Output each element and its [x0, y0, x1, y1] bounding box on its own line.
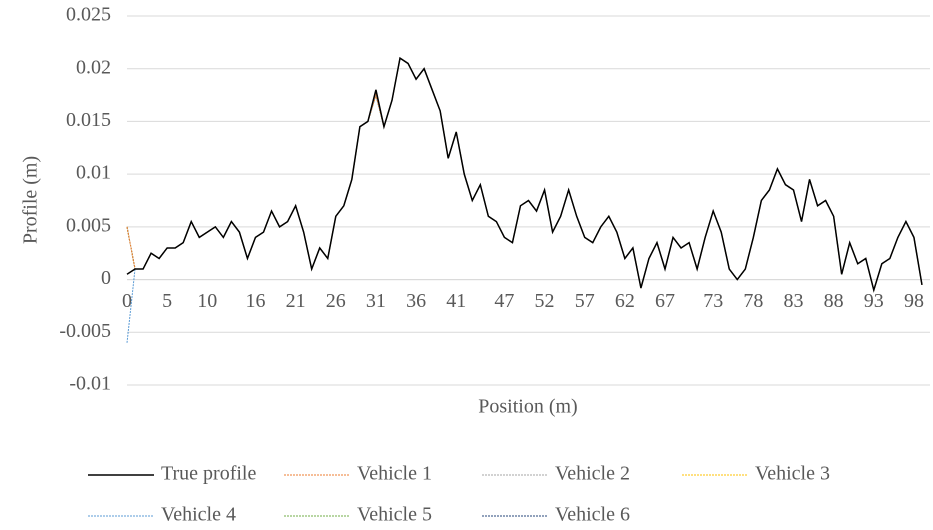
- x-tick-label: 98: [904, 290, 924, 312]
- x-tick-label: 26: [326, 290, 346, 312]
- legend-label: Vehicle 1: [357, 463, 432, 485]
- x-tick-label: 57: [575, 290, 595, 312]
- x-tick-label: 41: [446, 290, 466, 312]
- x-axis-title: Position (m): [478, 396, 577, 418]
- x-tick-label: 5: [162, 290, 172, 312]
- y-tick-label: 0.005: [66, 214, 111, 236]
- x-tick-label: 67: [655, 290, 675, 312]
- line-series: [126, 56, 923, 293]
- y-axis-title: Profile (m): [20, 156, 42, 244]
- legend-label: Vehicle 4: [161, 504, 236, 526]
- x-tick-label: 52: [535, 290, 555, 312]
- y-tick-label: 0.01: [76, 162, 111, 184]
- x-tick-label: 93: [864, 290, 884, 312]
- x-tick-label: 31: [366, 290, 386, 312]
- x-tick-label: 62: [615, 290, 635, 312]
- x-tick-label: 83: [783, 290, 803, 312]
- x-tick-label: 88: [824, 290, 844, 312]
- x-tick-label: 47: [494, 290, 514, 312]
- x-tick-label: 73: [703, 290, 723, 312]
- x-tick-label: 0: [122, 290, 132, 312]
- y-tick-label: 0: [101, 267, 111, 289]
- legend-label: Vehicle 6: [555, 504, 630, 526]
- legend-label: Vehicle 2: [555, 463, 630, 485]
- legend-label: Vehicle 3: [755, 463, 830, 485]
- x-tick-label: 21: [286, 290, 306, 312]
- y-tick-label: -0.005: [59, 320, 111, 342]
- x-tick-label: 36: [406, 290, 426, 312]
- y-tick-label: -0.01: [69, 373, 111, 395]
- x-tick-label: 16: [245, 290, 265, 312]
- legend-label: Vehicle 5: [357, 504, 432, 526]
- y-tick-label: 0.025: [66, 4, 111, 26]
- y-tick-label: 0.015: [66, 109, 111, 131]
- y-tick-label: 0.02: [76, 56, 111, 78]
- x-tick-label: 10: [197, 290, 217, 312]
- x-tick-label: 78: [743, 290, 763, 312]
- legend-label: True profile: [161, 463, 256, 485]
